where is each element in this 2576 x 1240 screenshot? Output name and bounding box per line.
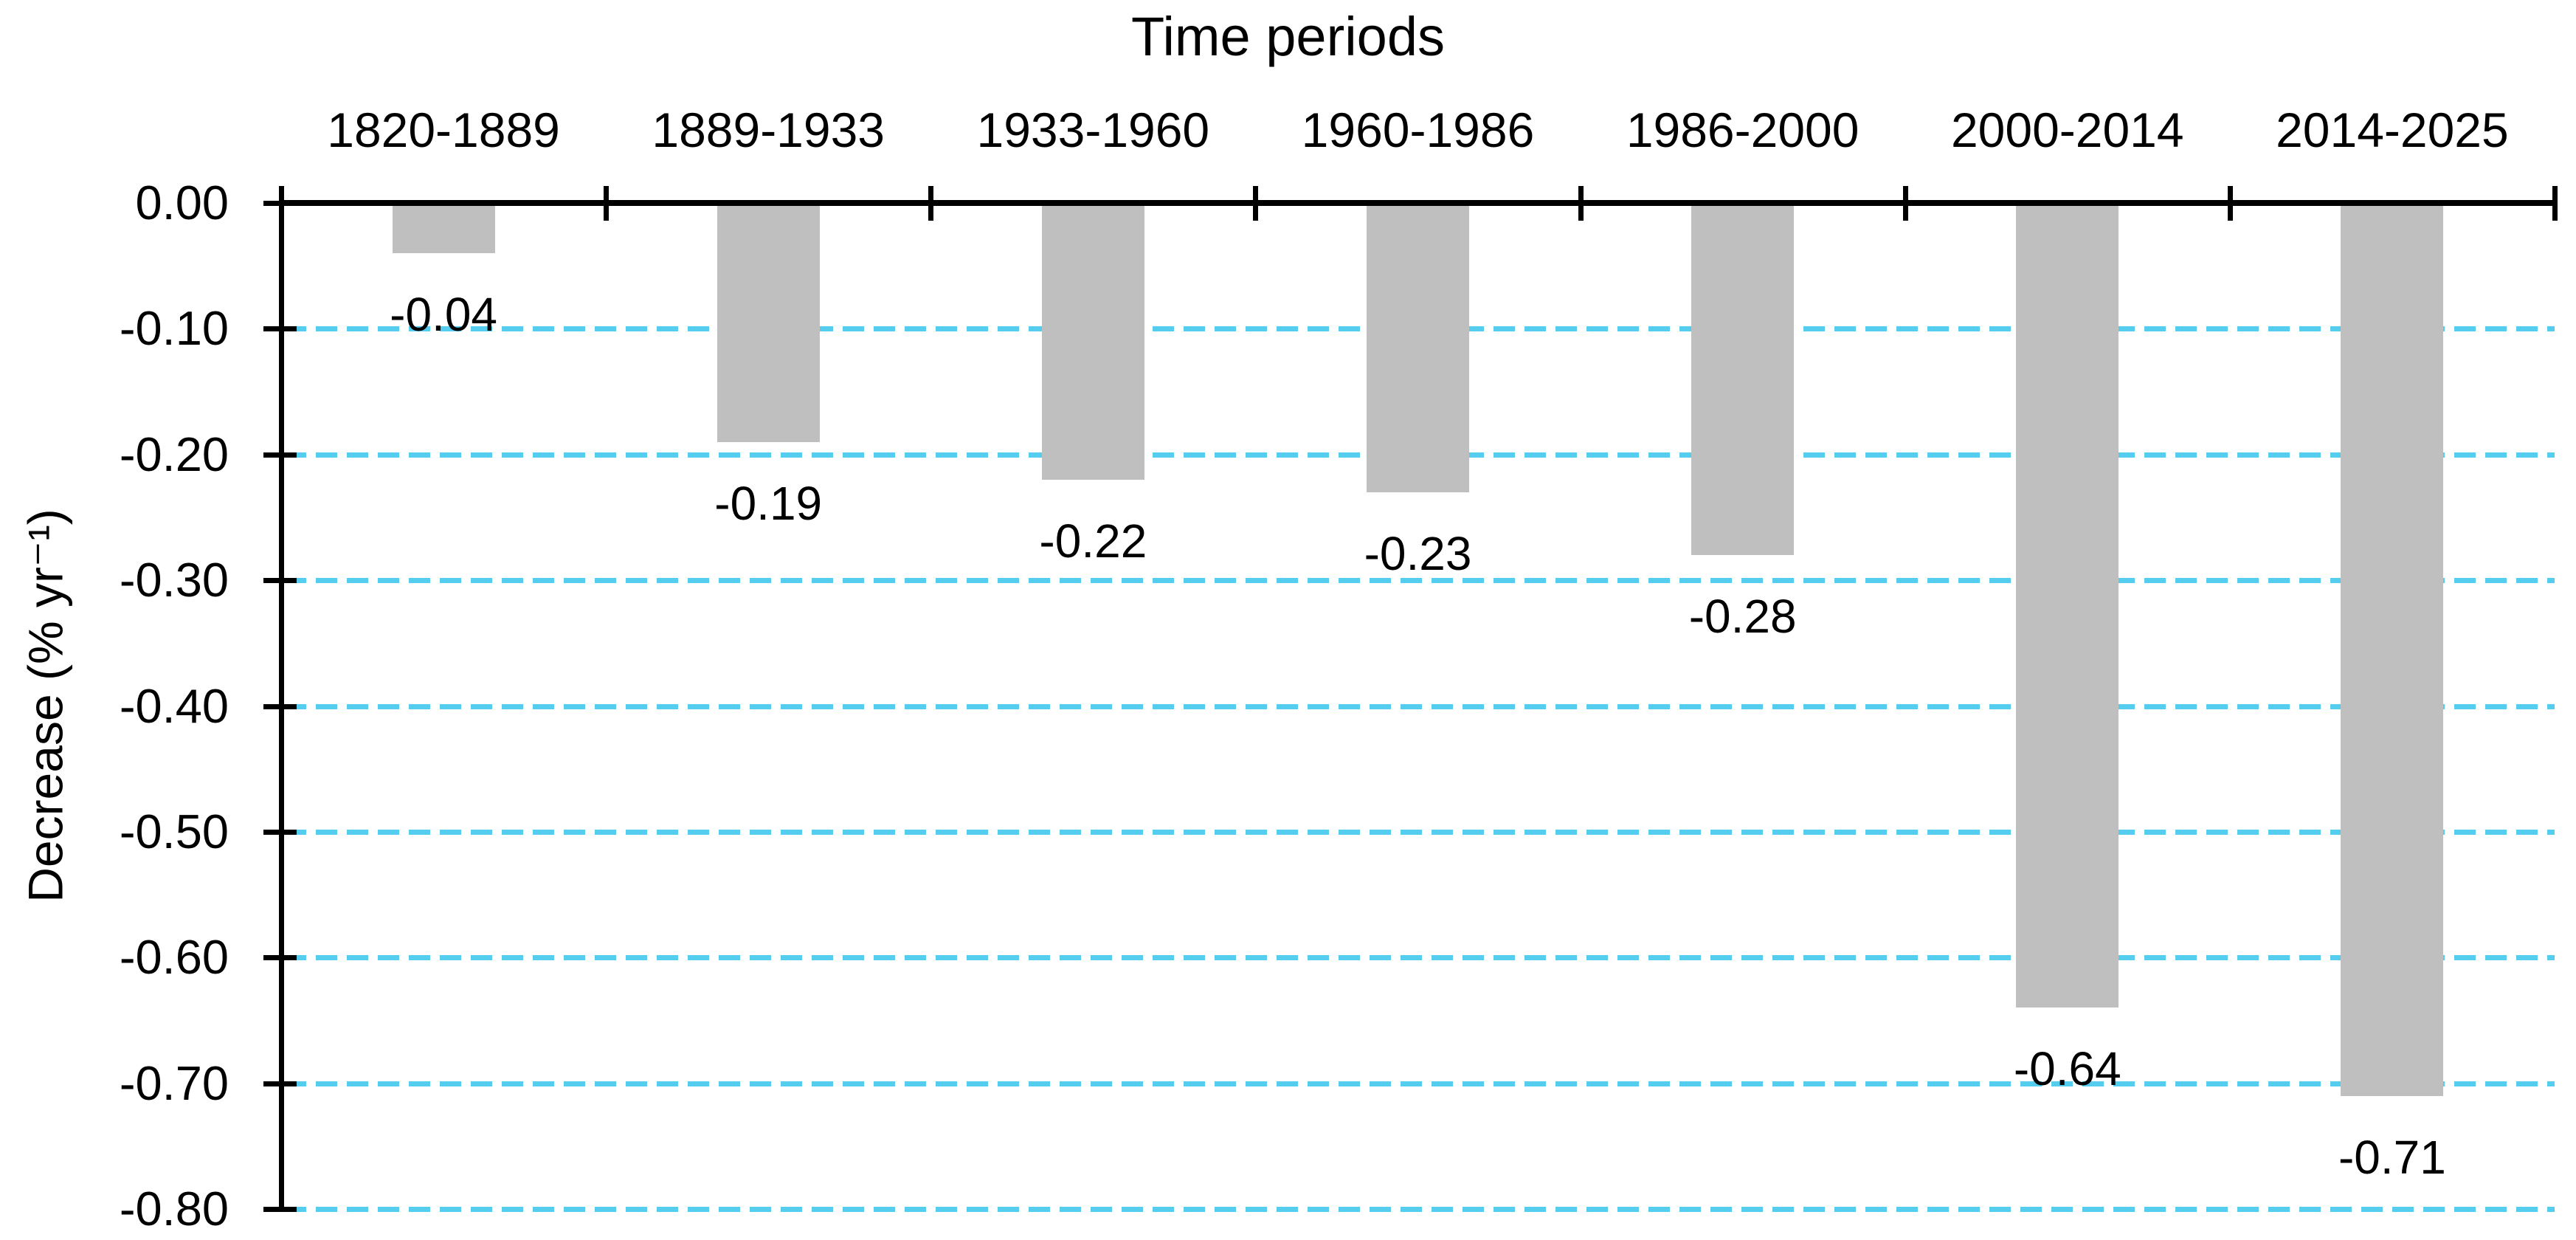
bar-value-label: -0.19 bbox=[714, 476, 823, 530]
y-axis-tick bbox=[263, 452, 297, 458]
y-tick-label: -0.40 bbox=[119, 678, 229, 733]
bar bbox=[392, 203, 495, 254]
chart-title: Time periods bbox=[1131, 6, 1445, 67]
category-label: 1960-1986 bbox=[1301, 103, 1535, 157]
category-label: 1933-1960 bbox=[976, 103, 1210, 157]
x-axis-tick bbox=[1253, 186, 1259, 221]
bar-value-label: -0.22 bbox=[1039, 514, 1147, 568]
y-tick-label: -0.60 bbox=[119, 930, 229, 985]
gridline bbox=[285, 1207, 2555, 1212]
gridline bbox=[285, 703, 2555, 709]
y-axis-tick bbox=[263, 829, 297, 835]
bar-value-label: -0.04 bbox=[390, 288, 497, 342]
y-tick-label: -0.10 bbox=[119, 301, 229, 356]
bar bbox=[716, 203, 820, 442]
y-axis-tick bbox=[263, 1207, 297, 1212]
y-axis-tick bbox=[263, 703, 297, 709]
x-axis-tick bbox=[1902, 186, 1908, 221]
y-axis-tick bbox=[263, 1081, 297, 1086]
gridline bbox=[285, 578, 2555, 584]
y-axis-tick bbox=[263, 578, 297, 584]
bar bbox=[1691, 203, 1795, 556]
bar bbox=[2341, 203, 2444, 1096]
y-axis-line bbox=[279, 186, 284, 1212]
x-axis-tick bbox=[604, 186, 610, 221]
y-tick-label: 0.00 bbox=[135, 176, 229, 230]
y-axis-tick bbox=[263, 326, 297, 332]
bar bbox=[1041, 203, 1144, 480]
bar-value-label: -0.64 bbox=[2013, 1042, 2121, 1096]
bar-value-label: -0.28 bbox=[1688, 590, 1797, 644]
gridline bbox=[285, 829, 2555, 835]
x-axis-tick bbox=[928, 186, 934, 221]
category-label: 1986-2000 bbox=[1626, 103, 1860, 157]
gridline bbox=[285, 1081, 2555, 1086]
x-axis-tick bbox=[2552, 186, 2558, 221]
category-label: 2000-2014 bbox=[1950, 103, 2184, 157]
bar-value-label: -0.71 bbox=[2338, 1130, 2446, 1184]
bar-value-label: -0.23 bbox=[1364, 526, 1472, 580]
y-tick-label: -0.80 bbox=[119, 1182, 229, 1236]
y-axis-tick bbox=[263, 955, 297, 961]
y-tick-label: -0.70 bbox=[119, 1055, 229, 1110]
category-label: 2014-2025 bbox=[2276, 103, 2509, 157]
x-axis-tick bbox=[2227, 186, 2233, 221]
bar bbox=[2016, 203, 2119, 1008]
x-axis-zero-line bbox=[281, 200, 2555, 206]
x-axis-tick bbox=[1578, 186, 1584, 221]
bar bbox=[1367, 203, 1469, 492]
y-tick-label: -0.50 bbox=[119, 804, 229, 858]
category-label: 1820-1889 bbox=[327, 103, 560, 157]
y-tick-label: -0.20 bbox=[119, 427, 229, 481]
category-label: 1889-1933 bbox=[652, 103, 885, 157]
gridline bbox=[285, 955, 2555, 961]
y-tick-label: -0.30 bbox=[119, 553, 229, 607]
x-axis-tick bbox=[279, 186, 284, 221]
